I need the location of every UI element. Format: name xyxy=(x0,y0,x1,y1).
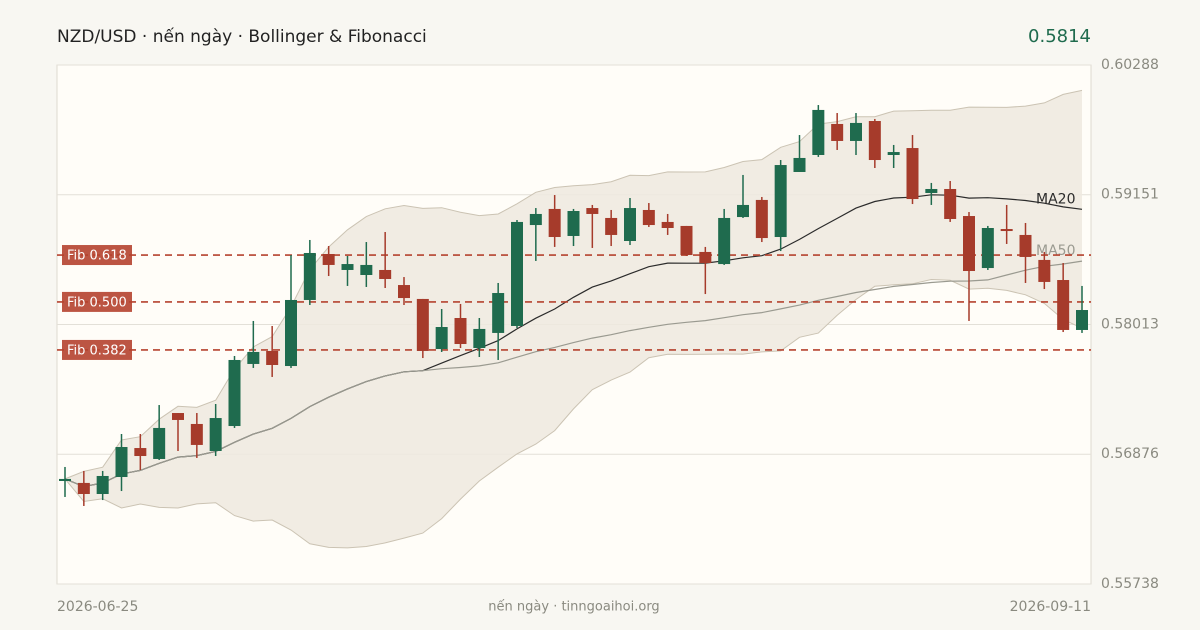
x-tick-label: 2026-09-11 xyxy=(1010,599,1091,615)
candle-body xyxy=(134,448,147,457)
y-tick-label: 0.56876 xyxy=(1101,446,1159,462)
candle-body xyxy=(172,413,184,420)
candle-body xyxy=(850,122,862,141)
candle-body xyxy=(868,121,881,161)
candle-body xyxy=(774,165,787,238)
y-tick-label: 0.58013 xyxy=(1101,317,1159,333)
ma-label: MA50 xyxy=(1036,243,1075,259)
candle-body xyxy=(190,423,203,445)
candle-body xyxy=(1038,259,1051,282)
candle-body xyxy=(699,251,712,264)
candle-body xyxy=(548,208,561,238)
bollinger-band xyxy=(65,90,1082,548)
y-tick-label: 0.60288 xyxy=(1101,57,1159,73)
candle-body xyxy=(680,225,693,256)
candle-body xyxy=(925,188,938,193)
candle-body xyxy=(416,298,429,351)
candle-body xyxy=(1076,310,1088,330)
candle-body xyxy=(247,351,260,364)
candle-body xyxy=(115,447,128,478)
candle-body xyxy=(511,221,523,326)
candle-body xyxy=(341,264,354,270)
candle-body xyxy=(887,152,900,155)
candle-body xyxy=(360,264,373,275)
candle-body xyxy=(529,213,542,226)
candle-body xyxy=(322,254,335,265)
candle-body xyxy=(285,299,297,367)
candle-body xyxy=(77,482,90,495)
fib-label: Fib 0.500 xyxy=(67,295,127,310)
fib-label-box xyxy=(62,291,132,312)
candle-body xyxy=(228,359,241,427)
candle-body xyxy=(492,293,505,333)
candle-body xyxy=(153,427,166,459)
candle-body xyxy=(793,157,806,172)
candle-body xyxy=(379,269,392,279)
candle-body xyxy=(303,252,316,300)
candle-body xyxy=(586,208,599,214)
candle-body xyxy=(473,328,486,348)
last-price: 0.5814 xyxy=(1028,26,1091,47)
candle-body xyxy=(661,221,674,229)
y-tick-label: 0.59151 xyxy=(1101,187,1159,203)
candle-body xyxy=(435,327,448,350)
candle-body xyxy=(266,350,279,365)
candle-body xyxy=(398,285,410,299)
fib-label-box xyxy=(62,245,132,266)
candle-body xyxy=(642,209,655,226)
x-tick-label: 2026-06-25 xyxy=(57,599,138,615)
candle-body xyxy=(605,217,618,235)
candle-body xyxy=(944,188,957,219)
candle-body xyxy=(906,148,919,200)
candle-body xyxy=(59,478,71,481)
candle-body xyxy=(831,123,844,141)
candle-body xyxy=(96,475,109,495)
moving-average xyxy=(64,260,1083,488)
candle-body xyxy=(1000,229,1013,232)
candle-body xyxy=(812,109,825,155)
candle-body xyxy=(567,211,580,236)
candle-body xyxy=(755,199,768,239)
fib-label: Fib 0.618 xyxy=(67,249,127,264)
candle-body xyxy=(1057,280,1070,330)
footer: nến ngày · tinngoaihoi.org xyxy=(488,600,659,615)
chart-title: NZD/USD · nến ngày · Bollinger & Fibonac… xyxy=(57,26,427,47)
candle-body xyxy=(718,217,731,265)
candle-body xyxy=(454,317,467,345)
bollinger-lower xyxy=(64,278,1083,549)
candle-body xyxy=(963,216,975,272)
candle-body xyxy=(737,204,749,218)
candle-body xyxy=(624,208,636,242)
y-tick-label: 0.55738 xyxy=(1101,576,1159,592)
fib-label-box xyxy=(62,339,132,360)
candle-body xyxy=(1019,234,1032,257)
fib-label: Fib 0.382 xyxy=(67,343,127,358)
candle-body xyxy=(209,418,222,451)
ma-label: MA20 xyxy=(1036,191,1075,207)
candle-body xyxy=(981,228,994,269)
